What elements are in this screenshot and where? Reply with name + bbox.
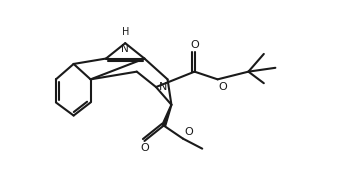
Text: N: N [159, 82, 167, 92]
Text: O: O [140, 143, 149, 153]
Text: O: O [190, 40, 199, 50]
Text: H: H [121, 27, 129, 37]
Polygon shape [162, 105, 172, 126]
Text: N: N [121, 44, 129, 54]
Text: O: O [184, 127, 193, 137]
Text: O: O [219, 82, 227, 92]
